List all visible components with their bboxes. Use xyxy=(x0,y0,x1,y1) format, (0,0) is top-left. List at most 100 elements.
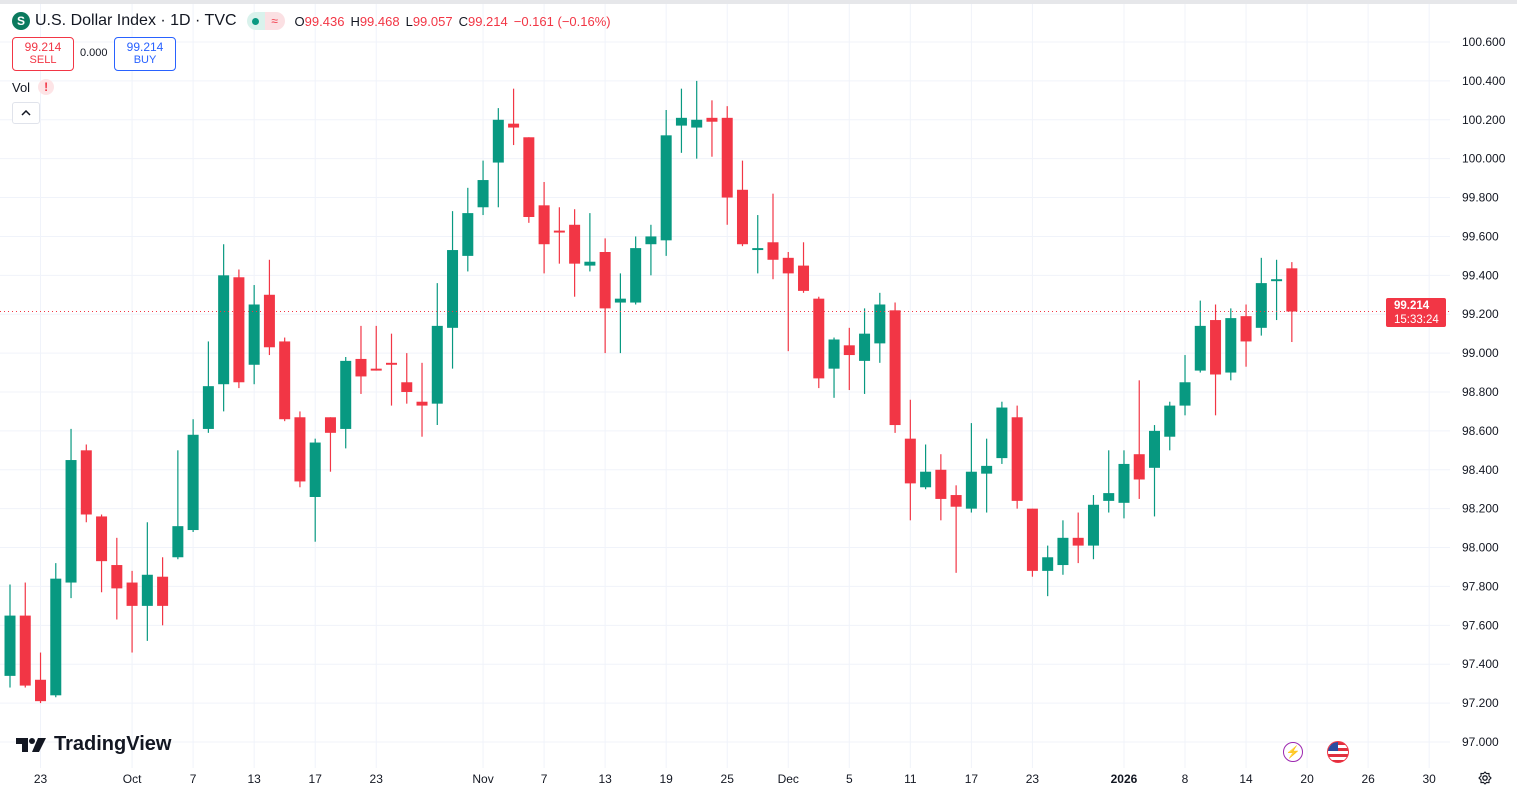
time-tick-label: 17 xyxy=(309,772,323,786)
tradingview-logo[interactable]: TradingView xyxy=(16,733,171,756)
volume-indicator[interactable]: Vol ! xyxy=(12,79,55,95)
time-tick-label: 23 xyxy=(1026,772,1040,786)
close-value: 99.214 xyxy=(467,13,508,29)
candle-up xyxy=(477,160,489,216)
settings-gear-icon[interactable] xyxy=(1477,770,1493,786)
candle-body xyxy=(492,119,504,163)
candle-down xyxy=(416,362,428,437)
candle-body xyxy=(111,565,123,589)
buy-price: 99.214 xyxy=(126,40,164,54)
time-tick-label: 13 xyxy=(247,772,261,786)
candle-down xyxy=(553,207,565,264)
candle-down xyxy=(798,242,810,293)
candle-body xyxy=(889,310,901,426)
candle-up xyxy=(874,292,886,363)
price-tick-label: 97.200 xyxy=(1462,696,1499,710)
price-change: −0.161 (−0.16%) xyxy=(513,13,611,29)
tradingview-logo-icon xyxy=(16,737,46,752)
candle-down xyxy=(1072,512,1084,564)
candle-up xyxy=(920,444,932,490)
candle-down xyxy=(19,582,31,688)
us-flag-icon[interactable] xyxy=(1327,741,1349,763)
candle-body xyxy=(218,275,230,385)
candle-down xyxy=(767,193,779,280)
warning-icon[interactable]: ! xyxy=(38,79,55,95)
candle-body xyxy=(65,460,77,583)
candle-down xyxy=(721,106,733,225)
candle-body xyxy=(859,333,871,361)
candle-body xyxy=(523,137,535,217)
lightning-icon[interactable]: ⚡ xyxy=(1283,742,1303,762)
collapse-legend-button[interactable] xyxy=(12,102,40,124)
brand-name: TradingView xyxy=(54,733,172,755)
candle-body xyxy=(736,189,748,245)
candle-body xyxy=(19,615,31,686)
candle-body xyxy=(1286,268,1298,312)
candle-down xyxy=(111,537,123,620)
candle-body xyxy=(462,213,474,256)
candle-up xyxy=(965,423,977,513)
candle-down xyxy=(569,209,581,297)
candle-body xyxy=(614,298,626,303)
symbol-title[interactable]: U.S. Dollar Index · 1D · TVC xyxy=(35,12,237,29)
candle-down xyxy=(599,238,611,354)
delayed-data-icon: ≈ xyxy=(264,12,285,30)
candle-down xyxy=(80,444,92,523)
price-tick-label: 98.800 xyxy=(1462,385,1499,399)
candle-up xyxy=(1149,425,1160,517)
sell-button[interactable]: 99.214 SELL xyxy=(12,37,74,71)
candle-up xyxy=(309,438,321,542)
candle-body xyxy=(599,251,611,309)
candle-down xyxy=(843,327,855,391)
candle-down xyxy=(386,333,397,406)
candle-down xyxy=(706,100,718,157)
candle-down xyxy=(126,570,138,653)
candle-body xyxy=(996,407,1008,459)
candle-down xyxy=(736,160,748,247)
candle-body xyxy=(141,574,153,606)
candle-body xyxy=(1225,318,1237,373)
price-tick-label: 99.600 xyxy=(1462,229,1499,243)
candle-body xyxy=(1164,405,1176,437)
time-tick-label: 11 xyxy=(904,772,917,786)
sell-price: 99.214 xyxy=(24,40,62,54)
candle-body xyxy=(1133,454,1145,480)
candle-body xyxy=(874,304,886,344)
symbol-logo-icon: S xyxy=(12,12,30,30)
last-price-label: 99.214 15:33:24 xyxy=(1386,298,1446,327)
candle-down xyxy=(538,181,550,274)
market-status[interactable]: ≈ xyxy=(246,12,285,30)
candle-up xyxy=(141,522,153,641)
candle-body xyxy=(1042,557,1054,571)
candle-up xyxy=(172,450,184,560)
candle-body xyxy=(233,277,245,383)
candle-body xyxy=(691,119,703,128)
buy-button[interactable]: 99.214 BUY xyxy=(114,37,176,71)
candle-body xyxy=(1103,493,1115,501)
candle-up xyxy=(584,213,596,272)
candle-body xyxy=(1210,320,1222,375)
candle-body xyxy=(1072,537,1084,546)
candle-body xyxy=(447,250,459,328)
candle-body xyxy=(935,469,947,499)
candle-down xyxy=(904,399,916,521)
candle-up xyxy=(340,356,352,449)
candle-body xyxy=(1194,325,1206,371)
candle-body xyxy=(660,135,672,241)
low-value: 99.057 xyxy=(412,13,453,29)
candle-up xyxy=(4,584,16,688)
candle-body xyxy=(477,180,489,208)
time-tick-label: Dec xyxy=(778,772,799,786)
candle-body xyxy=(767,242,779,260)
candle-body xyxy=(1118,463,1130,503)
candle-down xyxy=(233,269,245,389)
candle-down xyxy=(782,251,794,352)
time-tick-label: 14 xyxy=(1239,772,1253,786)
candle-body xyxy=(645,236,657,245)
candle-body xyxy=(950,495,962,507)
price-tick-label: 99.000 xyxy=(1462,346,1499,360)
candle-up xyxy=(996,401,1008,464)
candle-body xyxy=(828,339,840,369)
candle-down xyxy=(96,514,108,593)
